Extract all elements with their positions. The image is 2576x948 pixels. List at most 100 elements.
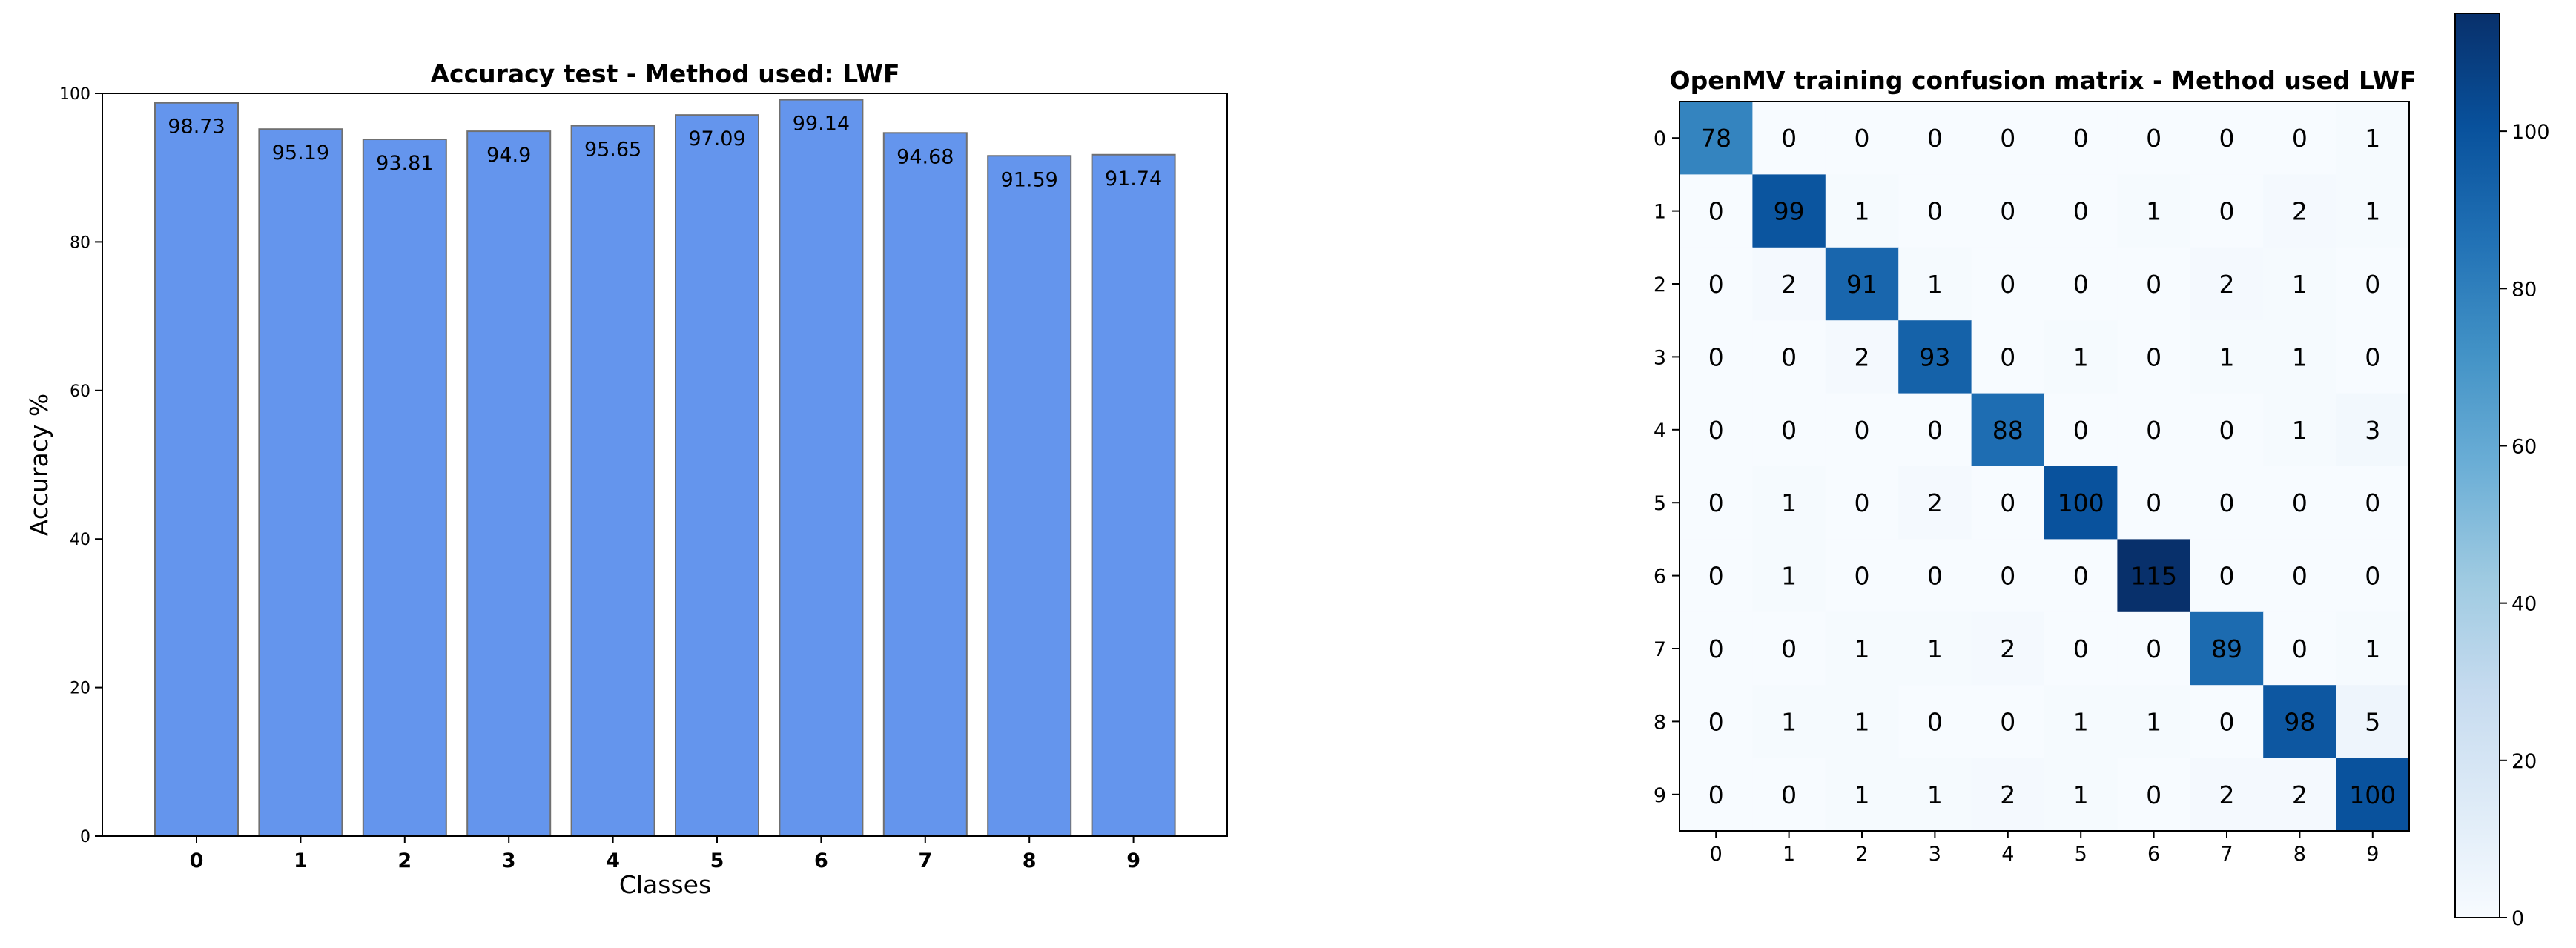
confusion-matrix-cell-value: 99 (1774, 197, 1805, 226)
confusion-matrix-cell-value: 0 (2073, 270, 2089, 299)
confusion-matrix-x-tick-label: 8 (2293, 843, 2306, 866)
bar (362, 139, 447, 837)
confusion-matrix-cell (2117, 393, 2191, 467)
confusion-matrix-cell (1825, 247, 1899, 321)
confusion-matrix-cell-value: 0 (2219, 124, 2235, 153)
confusion-matrix-cell (1898, 247, 1972, 321)
confusion-matrix-cell-value: 1 (2365, 197, 2380, 226)
confusion-matrix-cell (2117, 685, 2191, 759)
confusion-matrix-cell (1752, 758, 1826, 832)
confusion-matrix-y-tick-label: 0 (1654, 127, 1666, 150)
confusion-matrix-cell (2044, 758, 2118, 832)
bar-y-tick-label: 40 (70, 531, 90, 549)
confusion-matrix-cell-value: 0 (2073, 197, 2089, 226)
confusion-matrix-cell-value: 89 (2211, 634, 2242, 663)
confusion-matrix-cell (2044, 611, 2118, 686)
confusion-matrix-cell-value: 1 (2146, 197, 2161, 226)
confusion-matrix-cell-value: 1 (1781, 707, 1797, 736)
bar-x-tick-label: 8 (1023, 849, 1037, 872)
bar-x-axis-label: Classes (619, 870, 711, 899)
confusion-matrix-cell (2044, 466, 2118, 540)
bar-x-axis: 0 1 2 3 4 5 6 7 8 9 (190, 836, 1140, 872)
bar-value-label: 91.59 (1001, 168, 1058, 191)
confusion-matrix-cell (2044, 102, 2118, 175)
confusion-matrix-cell-value: 93 (1919, 342, 1950, 371)
confusion-matrix-cell-value: 0 (1708, 416, 1724, 445)
bar-plot-frame (102, 93, 1228, 837)
confusion-matrix-cell-value: 0 (2146, 270, 2161, 299)
bar-x-tick-label: 6 (814, 849, 828, 872)
confusion-matrix-cell-value: 2 (1927, 488, 1943, 517)
confusion-matrix-cell-value: 0 (2073, 634, 2089, 663)
confusion-matrix-title: OpenMV training confusion matrix - Metho… (1670, 66, 2417, 95)
confusion-matrix-cell (1752, 466, 1826, 540)
confusion-matrix-cell-value: 0 (2000, 707, 2015, 736)
confusion-matrix-cell-value: 2 (2000, 634, 2015, 663)
colorbar-tick-label: 40 (2511, 593, 2537, 616)
confusion-matrix-cell (2117, 102, 2191, 175)
confusion-matrix-cell-value: 91 (1846, 270, 1877, 299)
bar-x-tick-label: 7 (918, 849, 932, 872)
confusion-matrix-y-tick-label: 9 (1654, 784, 1666, 807)
confusion-matrix-y-tick-label: 4 (1654, 420, 1666, 442)
bar-y-axis: 0 20 40 60 80 100 (59, 85, 102, 846)
confusion-matrix-cell (2263, 611, 2337, 686)
confusion-matrix-y-tick-label: 8 (1654, 711, 1666, 734)
confusion-matrix-cell (1898, 393, 1972, 467)
confusion-matrix-cell (2190, 611, 2264, 686)
confusion-matrix-cell (1680, 685, 1753, 759)
confusion-matrix-cell (1898, 539, 1972, 613)
confusion-matrix-y-tick-label: 6 (1654, 566, 1666, 589)
confusion-matrix-x-tick-label: 9 (2366, 843, 2379, 866)
confusion-matrix-cell (1680, 393, 1753, 467)
bar-value-label: 95.65 (584, 139, 641, 162)
confusion-matrix-cell-value: 0 (2146, 124, 2161, 153)
bar-y-tick-label: 80 (70, 233, 90, 252)
confusion-matrix-cell (2044, 174, 2118, 248)
confusion-matrix-cell (2190, 685, 2264, 759)
confusion-matrix-cell-value: 0 (2000, 488, 2015, 517)
confusion-matrix-cell-value: 2 (2292, 780, 2308, 809)
confusion-matrix-cell (2117, 758, 2191, 832)
confusion-matrix-x-tick-label: 3 (1929, 843, 1941, 866)
confusion-matrix-x-axis: 0 1 2 3 4 5 6 7 8 9 (1710, 831, 2379, 866)
confusion-matrix-cell-value: 0 (1781, 780, 1797, 809)
bar (154, 102, 239, 837)
confusion-matrix-cell-value: 2 (2219, 780, 2235, 809)
confusion-matrix-cell (2044, 685, 2118, 759)
confusion-matrix-x-tick-label: 5 (2075, 843, 2087, 866)
bar-x-tick-label: 4 (606, 849, 620, 872)
colorbar-gradient (2454, 13, 2500, 918)
confusion-matrix-cell (1898, 102, 1972, 175)
confusion-matrix-cell-value: 0 (1708, 562, 1724, 591)
confusion-matrix-cell (1898, 685, 1972, 759)
confusion-matrix-cell-value: 78 (1700, 124, 1731, 153)
confusion-matrix-cell-value: 0 (2365, 342, 2380, 371)
confusion-matrix-cell-value: 1 (2292, 270, 2308, 299)
confusion-matrix-cell (1680, 320, 1753, 394)
confusion-matrix-cell (2263, 320, 2337, 394)
confusion-matrix-cell (1971, 393, 2045, 467)
confusion-matrix-cell-value: 0 (2073, 124, 2089, 153)
confusion-matrix-cell-value: 1 (2292, 416, 2308, 445)
bar-value-label: 94.9 (486, 144, 531, 167)
confusion-matrix-cell (1752, 685, 1826, 759)
confusion-matrix-cell-value: 0 (2146, 634, 2161, 663)
confusion-matrix-cell (2190, 466, 2264, 540)
confusion-matrix-cell (1680, 758, 1753, 832)
colorbar-tick-label: 100 (2511, 121, 2550, 144)
confusion-matrix-cell (2044, 247, 2118, 321)
confusion-matrix-cell-value: 3 (2365, 416, 2380, 445)
confusion-matrix-cell-value: 0 (1927, 124, 1943, 153)
confusion-matrix-cell-value: 1 (2219, 342, 2235, 371)
confusion-matrix-cell (1825, 393, 1899, 467)
confusion-matrix-cell (2044, 539, 2118, 613)
bar-value-label: 99.14 (793, 113, 850, 136)
confusion-matrix-cell-value: 1 (1855, 780, 1870, 809)
colorbar-tick-label: 60 (2511, 435, 2537, 458)
confusion-matrix-cell (1680, 466, 1753, 540)
confusion-matrix-cell (2190, 102, 2264, 175)
confusion-matrix-cell (2044, 320, 2118, 394)
confusion-matrix-cell-value: 0 (1927, 707, 1943, 736)
confusion-matrix-cell-value: 1 (1855, 707, 1870, 736)
